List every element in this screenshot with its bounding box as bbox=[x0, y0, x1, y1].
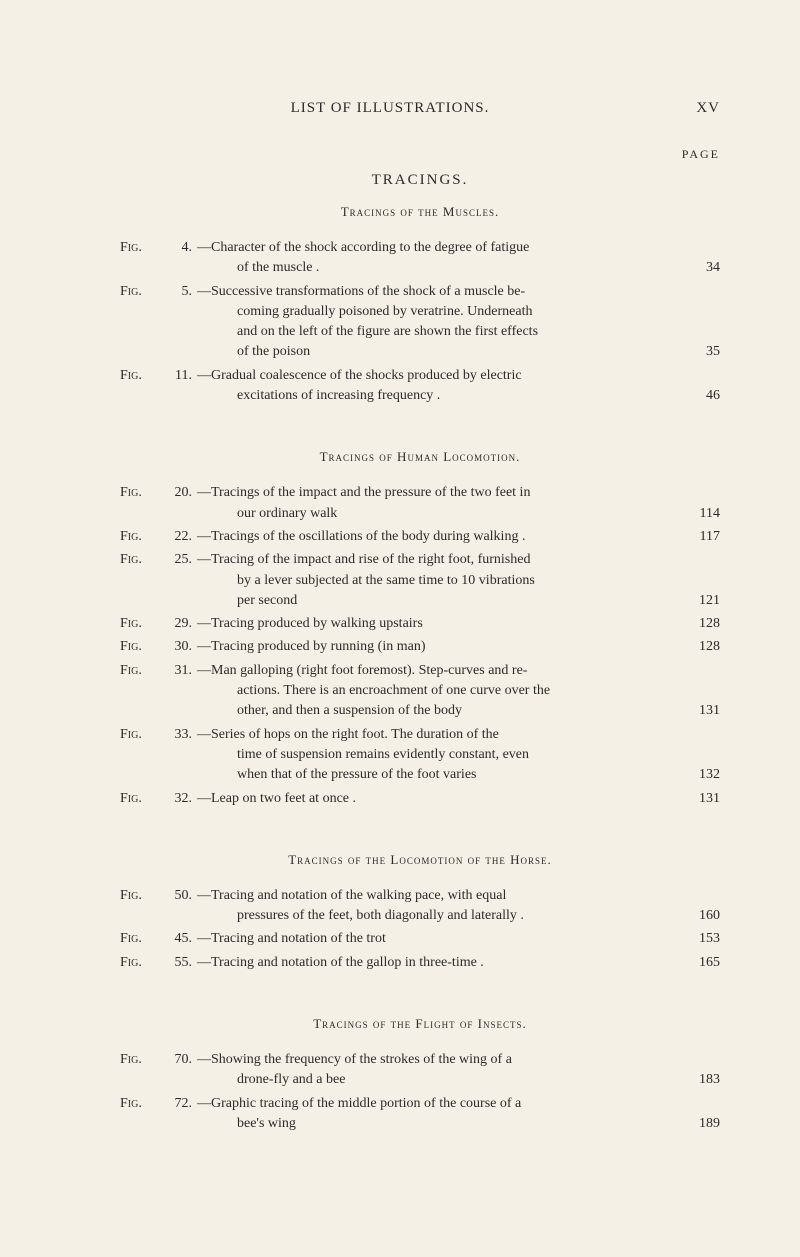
entry-description: —Man galloping (right foot foremost). St… bbox=[195, 661, 680, 722]
list-item: Fig. 5. —Successive transformations of t… bbox=[120, 282, 720, 363]
entry-description: —Graphic tracing of the middle portion o… bbox=[195, 1094, 680, 1135]
page-container: LIST OF ILLUSTRATIONS. XV PAGE TRACINGS.… bbox=[0, 0, 800, 1197]
fig-number: 55. bbox=[162, 953, 195, 973]
page-ref: 132 bbox=[680, 765, 720, 785]
page-ref: 131 bbox=[680, 789, 720, 809]
list-item: Fig. 50. —Tracing and notation of the wa… bbox=[120, 886, 720, 927]
fig-number: 29. bbox=[162, 614, 195, 634]
page-ref: 128 bbox=[680, 637, 720, 657]
subsection-insects: Tracings of the Flight of Insects. bbox=[120, 1016, 720, 1032]
page-ref: 121 bbox=[680, 591, 720, 611]
list-item: Fig. 22. —Tracings of the oscillations o… bbox=[120, 527, 720, 547]
page-ref: 153 bbox=[680, 929, 720, 949]
fig-label: Fig. bbox=[120, 725, 162, 745]
fig-number: 30. bbox=[162, 637, 195, 657]
fig-number: 50. bbox=[162, 886, 195, 906]
fig-number: 70. bbox=[162, 1050, 195, 1070]
fig-number: 45. bbox=[162, 929, 195, 949]
list-item: Fig. 11. —Gradual coalescence of the sho… bbox=[120, 366, 720, 407]
list-item: Fig. 25. —Tracing of the impact and rise… bbox=[120, 550, 720, 611]
entry-description: —Tracing and notation of the walking pac… bbox=[195, 886, 680, 927]
page-numeral: XV bbox=[660, 100, 720, 117]
list-item: Fig. 4. —Character of the shock accordin… bbox=[120, 238, 720, 279]
page-ref: 34 bbox=[680, 258, 720, 278]
fig-number: 11. bbox=[162, 366, 195, 386]
section-title-tracings: TRACINGS. bbox=[120, 172, 720, 189]
list-item: Fig. 72. —Graphic tracing of the middle … bbox=[120, 1094, 720, 1135]
page-ref: 114 bbox=[680, 504, 720, 524]
fig-number: 5. bbox=[162, 282, 195, 302]
list-item: Fig. 32. —Leap on two feet at once . 131 bbox=[120, 789, 720, 809]
fig-label: Fig. bbox=[120, 661, 162, 681]
subsection-horse: Tracings of the Locomotion of the Horse. bbox=[120, 852, 720, 868]
list-item: Fig. 55. —Tracing and notation of the ga… bbox=[120, 953, 720, 973]
list-item: Fig. 29. —Tracing produced by walking up… bbox=[120, 614, 720, 634]
page-ref: 46 bbox=[680, 386, 720, 406]
list-item: Fig. 45. —Tracing and notation of the tr… bbox=[120, 929, 720, 949]
entry-description: —Successive transformations of the shock… bbox=[195, 282, 680, 363]
entry-description: —Leap on two feet at once . bbox=[195, 789, 680, 809]
page-ref: 165 bbox=[680, 953, 720, 973]
list-item: Fig. 20. —Tracings of the impact and the… bbox=[120, 483, 720, 524]
page-ref: 35 bbox=[680, 342, 720, 362]
list-item: Fig. 31. —Man galloping (right foot fore… bbox=[120, 661, 720, 722]
entry-description: —Tracings of the impact and the pressure… bbox=[195, 483, 680, 524]
fig-label: Fig. bbox=[120, 953, 162, 973]
fig-label: Fig. bbox=[120, 550, 162, 570]
spacer bbox=[120, 409, 720, 449]
spacer bbox=[120, 812, 720, 852]
page-ref: 183 bbox=[680, 1070, 720, 1090]
entry-description: —Tracings of the oscillations of the bod… bbox=[195, 527, 680, 547]
entry-description: —Character of the shock according to the… bbox=[195, 238, 680, 279]
fig-number: 32. bbox=[162, 789, 195, 809]
page-ref: 160 bbox=[680, 906, 720, 926]
subsection-muscles: Tracings of the Muscles. bbox=[120, 204, 720, 220]
fig-number: 20. bbox=[162, 483, 195, 503]
entry-description: —Gradual coalescence of the shocks produ… bbox=[195, 366, 680, 407]
list-item: Fig. 33. —Series of hops on the right fo… bbox=[120, 725, 720, 786]
fig-number: 33. bbox=[162, 725, 195, 745]
fig-number: 72. bbox=[162, 1094, 195, 1114]
page-ref: 128 bbox=[680, 614, 720, 634]
entry-description: —Tracing and notation of the trot bbox=[195, 929, 680, 949]
header-row: LIST OF ILLUSTRATIONS. XV bbox=[120, 100, 720, 117]
entry-description: —Series of hops on the right foot. The d… bbox=[195, 725, 680, 786]
fig-number: 25. bbox=[162, 550, 195, 570]
fig-label: Fig. bbox=[120, 929, 162, 949]
fig-label: Fig. bbox=[120, 886, 162, 906]
page-ref: 131 bbox=[680, 701, 720, 721]
fig-label: Fig. bbox=[120, 366, 162, 386]
entry-description: —Tracing produced by walking upstairs bbox=[195, 614, 680, 634]
fig-label: Fig. bbox=[120, 483, 162, 503]
fig-label: Fig. bbox=[120, 637, 162, 657]
fig-number: 22. bbox=[162, 527, 195, 547]
spacer bbox=[120, 976, 720, 1016]
entry-description: —Tracing of the impact and rise of the r… bbox=[195, 550, 680, 611]
fig-label: Fig. bbox=[120, 1094, 162, 1114]
entry-description: —Tracing produced by running (in man) bbox=[195, 637, 680, 657]
entry-description: —Showing the frequency of the strokes of… bbox=[195, 1050, 680, 1091]
list-item: Fig. 30. —Tracing produced by running (i… bbox=[120, 637, 720, 657]
fig-label: Fig. bbox=[120, 527, 162, 547]
list-item: Fig. 70. —Showing the frequency of the s… bbox=[120, 1050, 720, 1091]
subsection-human-locomotion: Tracings of Human Locomotion. bbox=[120, 449, 720, 465]
fig-number: 31. bbox=[162, 661, 195, 681]
page-title: LIST OF ILLUSTRATIONS. bbox=[120, 100, 660, 117]
page-column-label: PAGE bbox=[120, 147, 720, 162]
fig-label: Fig. bbox=[120, 238, 162, 258]
fig-label: Fig. bbox=[120, 1050, 162, 1070]
fig-label: Fig. bbox=[120, 282, 162, 302]
page-ref: 189 bbox=[680, 1114, 720, 1134]
fig-label: Fig. bbox=[120, 614, 162, 634]
fig-number: 4. bbox=[162, 238, 195, 258]
entry-description: —Tracing and notation of the gallop in t… bbox=[195, 953, 680, 973]
fig-label: Fig. bbox=[120, 789, 162, 809]
page-ref: 117 bbox=[680, 527, 720, 547]
